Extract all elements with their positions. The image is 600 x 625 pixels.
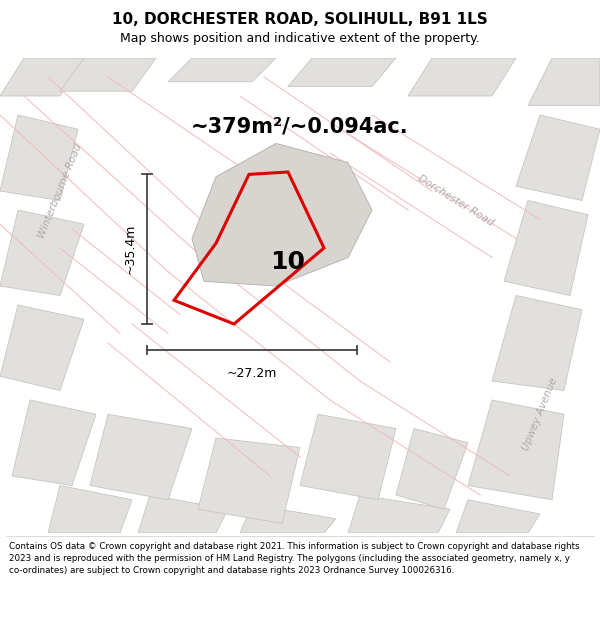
Polygon shape (168, 58, 276, 82)
Text: ~35.4m: ~35.4m (123, 224, 136, 274)
Polygon shape (138, 495, 228, 533)
Text: Dorchester Road: Dorchester Road (416, 173, 496, 228)
Polygon shape (0, 210, 84, 296)
Text: ~379m²/~0.094ac.: ~379m²/~0.094ac. (191, 117, 409, 137)
Text: Contains OS data © Crown copyright and database right 2021. This information is : Contains OS data © Crown copyright and d… (9, 542, 580, 575)
Polygon shape (198, 438, 300, 524)
Polygon shape (492, 296, 582, 391)
Polygon shape (0, 115, 78, 201)
Polygon shape (0, 305, 84, 391)
Polygon shape (288, 58, 396, 86)
Polygon shape (300, 414, 396, 500)
Text: Winterbourne Road: Winterbourne Road (37, 142, 83, 240)
Polygon shape (348, 495, 450, 533)
Polygon shape (528, 58, 600, 106)
Text: Map shows position and indicative extent of the property.: Map shows position and indicative extent… (120, 32, 480, 45)
Text: 10, DORCHESTER ROAD, SOLIHULL, B91 1LS: 10, DORCHESTER ROAD, SOLIHULL, B91 1LS (112, 12, 488, 27)
Polygon shape (504, 201, 588, 296)
Polygon shape (12, 400, 96, 486)
Polygon shape (408, 58, 516, 96)
Polygon shape (396, 429, 468, 509)
Polygon shape (468, 400, 564, 500)
Polygon shape (240, 504, 336, 533)
Text: 10: 10 (271, 250, 305, 274)
Polygon shape (90, 414, 192, 500)
Polygon shape (0, 58, 84, 96)
Polygon shape (192, 144, 372, 286)
Polygon shape (60, 58, 156, 91)
Text: Upwey Avenue: Upwey Avenue (521, 376, 559, 452)
Polygon shape (456, 500, 540, 533)
Polygon shape (516, 115, 600, 201)
Polygon shape (48, 486, 132, 533)
Text: ~27.2m: ~27.2m (227, 367, 277, 380)
